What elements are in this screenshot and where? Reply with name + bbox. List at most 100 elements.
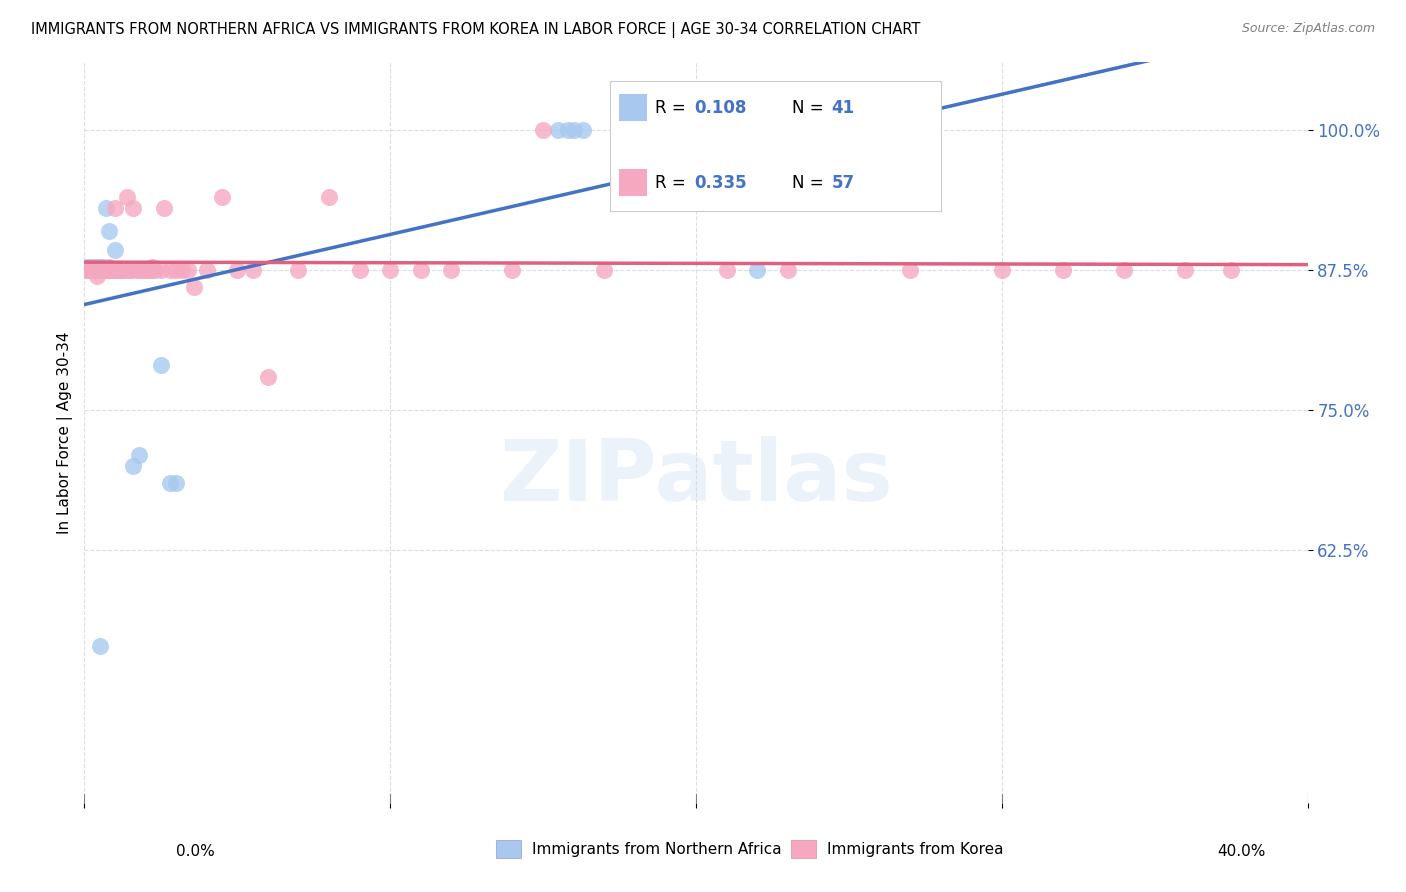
Point — [165, 476, 187, 491]
Point — [172, 263, 194, 277]
Point — [110, 263, 132, 277]
Point — [153, 201, 176, 215]
Text: Immigrants from Korea: Immigrants from Korea — [827, 842, 1004, 856]
Point — [380, 263, 402, 277]
Point — [318, 190, 340, 204]
Point — [89, 639, 111, 653]
Point — [101, 263, 124, 277]
Point — [131, 263, 153, 277]
Point — [562, 122, 585, 136]
Point — [107, 263, 129, 277]
Point — [1052, 263, 1074, 277]
Point — [97, 263, 120, 277]
Point — [94, 263, 117, 277]
Point — [112, 263, 135, 277]
Y-axis label: In Labor Force | Age 30-34: In Labor Force | Age 30-34 — [58, 331, 73, 534]
Point — [91, 260, 114, 274]
Point — [86, 263, 108, 277]
Text: Source: ZipAtlas.com: Source: ZipAtlas.com — [1241, 22, 1375, 36]
Point — [141, 263, 163, 277]
Point — [440, 263, 463, 277]
Point — [502, 263, 524, 277]
Point — [86, 260, 108, 274]
Point — [76, 260, 98, 274]
Point — [91, 263, 114, 277]
Point — [128, 263, 150, 277]
Point — [79, 263, 101, 277]
Point — [572, 122, 595, 136]
Text: 0.0%: 0.0% — [176, 845, 215, 859]
Point — [135, 263, 157, 277]
Point — [112, 263, 135, 277]
Point — [135, 263, 157, 277]
Point — [91, 263, 114, 277]
Point — [83, 263, 105, 277]
Point — [242, 263, 264, 277]
Point — [115, 190, 138, 204]
Point — [97, 263, 120, 277]
Point — [195, 263, 218, 277]
Point — [76, 263, 98, 277]
Point — [83, 263, 105, 277]
Point — [128, 448, 150, 462]
Text: ZIPatlas: ZIPatlas — [499, 435, 893, 518]
Point — [122, 459, 145, 474]
Point — [531, 122, 554, 136]
Point — [141, 260, 163, 274]
Point — [776, 263, 799, 277]
Point — [86, 263, 108, 277]
Point — [79, 260, 101, 274]
Point — [89, 263, 111, 277]
Point — [104, 263, 127, 277]
Text: IMMIGRANTS FROM NORTHERN AFRICA VS IMMIGRANTS FROM KOREA IN LABOR FORCE | AGE 30: IMMIGRANTS FROM NORTHERN AFRICA VS IMMIG… — [31, 22, 921, 38]
Point — [409, 263, 432, 277]
Point — [120, 263, 142, 277]
Point — [101, 263, 124, 277]
Point — [349, 263, 371, 277]
Point — [287, 263, 309, 277]
Point — [83, 260, 105, 274]
Point — [159, 263, 181, 277]
Point — [107, 263, 129, 277]
Point — [138, 263, 160, 277]
Point — [125, 263, 148, 277]
Point — [79, 263, 101, 277]
Point — [149, 263, 172, 277]
Point — [97, 224, 120, 238]
Point — [1220, 263, 1243, 277]
Point — [547, 122, 569, 136]
Point — [86, 263, 108, 277]
Point — [165, 263, 187, 277]
Point — [120, 263, 142, 277]
Point — [89, 260, 111, 274]
Text: Immigrants from Northern Africa: Immigrants from Northern Africa — [531, 842, 782, 856]
Point — [97, 260, 120, 274]
Point — [557, 122, 579, 136]
Point — [76, 263, 98, 277]
Point — [101, 263, 124, 277]
Point — [898, 263, 921, 277]
Point — [1114, 263, 1136, 277]
Point — [120, 263, 142, 277]
Point — [104, 263, 127, 277]
Point — [110, 263, 132, 277]
Point — [94, 201, 117, 215]
Point — [83, 263, 105, 277]
Point — [1174, 263, 1197, 277]
Point — [177, 263, 200, 277]
Point — [149, 359, 172, 373]
Point — [104, 201, 127, 215]
Point — [257, 369, 280, 384]
Point — [183, 280, 205, 294]
Point — [104, 243, 127, 257]
Point — [593, 263, 616, 277]
Point — [122, 201, 145, 215]
Point — [143, 263, 166, 277]
Point — [716, 263, 738, 277]
Text: 40.0%: 40.0% — [1218, 845, 1265, 859]
Point — [159, 476, 181, 491]
Point — [211, 190, 233, 204]
Point — [86, 268, 108, 283]
Point — [89, 263, 111, 277]
Point — [89, 263, 111, 277]
